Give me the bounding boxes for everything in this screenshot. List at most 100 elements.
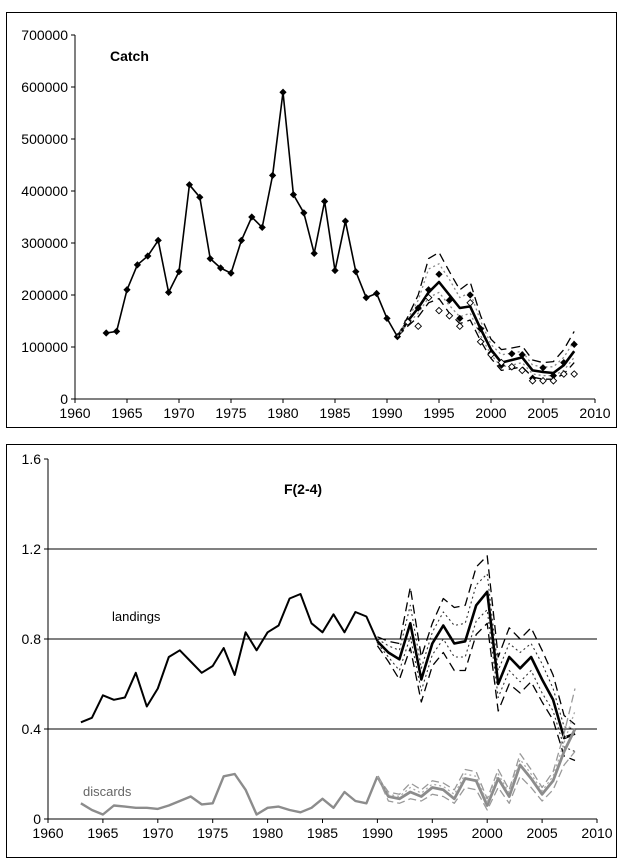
open-diamond-point — [435, 306, 443, 315]
x-tick-label: 1985 — [307, 825, 338, 841]
series-line-dashed-black-upper — [396, 251, 575, 364]
x-tick-label: 1990 — [371, 405, 402, 421]
open-diamond-point — [455, 322, 464, 331]
x-tick-label: 2000 — [472, 825, 503, 841]
series-line-dotted-grey-upper — [396, 263, 575, 368]
y-tick-label: 1.2 — [22, 541, 42, 557]
open-diamond-point — [559, 370, 568, 378]
open-diamond-point — [476, 337, 485, 346]
x-tick-label: 1960 — [59, 405, 90, 421]
filled-diamond-point — [539, 364, 547, 372]
y-tick-label: 600000 — [21, 79, 68, 95]
filled-diamond-point — [237, 236, 246, 245]
x-tick-label: 1980 — [252, 825, 283, 841]
filled-diamond-point — [414, 304, 422, 312]
filled-diamond-point — [372, 289, 381, 298]
filled-diamond-point — [185, 181, 194, 189]
x-tick-label: 2010 — [579, 405, 610, 421]
x-tick-label: 1995 — [417, 825, 448, 841]
open-diamond-point — [518, 366, 527, 375]
series-line-landings — [80, 593, 379, 724]
x-tick-label: 2005 — [527, 405, 558, 421]
filled-diamond-point — [164, 288, 173, 297]
annotation-discards: discards — [83, 784, 132, 799]
series-line-dashed-black-lower — [396, 297, 575, 380]
filled-diamond-point — [268, 171, 277, 180]
x-tick-label: 2000 — [475, 405, 506, 421]
x-tick-label: 1990 — [362, 825, 393, 841]
series-line-dotted-black-upper — [377, 573, 576, 730]
filled-diamond-point — [362, 293, 370, 302]
f-chart-panel: 0 0.4 0.8 1.2 1.6 1960 1965 1970 1975 1980 1985 199… — [6, 444, 617, 858]
series-line-dashed-black-lower — [376, 622, 576, 762]
filled-diamond-point — [227, 269, 235, 277]
open-diamond-point — [403, 318, 412, 326]
series-line-dashed-black-upper — [377, 555, 576, 726]
open-diamond-point — [466, 298, 475, 307]
series-line-solid-grey-thick — [376, 728, 577, 807]
series-line-discards — [80, 772, 379, 816]
x-tick-label: 1980 — [267, 405, 298, 421]
filled-diamond-point — [570, 340, 578, 349]
filled-diamond-point — [289, 191, 298, 199]
filled-diamond-point — [310, 249, 318, 258]
y-tick-label: 0.4 — [22, 721, 42, 737]
x-tick-label: 2010 — [581, 825, 612, 841]
filled-diamond-point — [508, 350, 516, 358]
filled-diamond-point — [341, 217, 350, 225]
annotation-landings: landings — [112, 609, 161, 624]
filled-diamond-point — [196, 193, 204, 201]
x-tick-label: 1970 — [163, 405, 194, 421]
filled-diamond-point — [279, 88, 287, 96]
filled-diamond-point — [435, 270, 443, 278]
filled-diamond-point — [352, 267, 360, 276]
filled-diamond-point — [383, 314, 391, 323]
open-diamond-point — [539, 376, 547, 385]
filled-diamond-point — [300, 209, 308, 217]
filled-diamond-point — [206, 254, 214, 263]
open-diamond-point — [507, 362, 516, 371]
y-tick-label: 400000 — [21, 183, 68, 199]
open-diamond-point — [414, 322, 423, 331]
filled-diamond-point — [320, 197, 329, 206]
filled-diamond-point — [560, 358, 568, 367]
x-tick-label: 1965 — [87, 825, 118, 841]
y-tick-label: 700000 — [21, 27, 68, 43]
filled-diamond-point — [518, 351, 526, 359]
series-line-solid-black-thick — [376, 590, 576, 740]
filled-diamond-point — [248, 213, 256, 221]
y-tick-label: 0 — [33, 811, 41, 827]
y-tick-label: 300000 — [21, 235, 68, 251]
x-tick-label: 2005 — [527, 825, 558, 841]
series-line-solid-black-thick — [396, 280, 576, 375]
open-diamond-point — [445, 311, 454, 320]
x-tick-label: 1995 — [423, 405, 454, 421]
filled-diamond-point — [216, 264, 225, 272]
filled-diamond-point — [133, 261, 142, 269]
filled-diamond-point — [445, 296, 454, 304]
open-diamond-point — [549, 376, 558, 385]
y-tick-label: 1.6 — [22, 451, 42, 467]
y-tick-label: 200000 — [21, 287, 68, 303]
filled-diamond-point — [175, 267, 183, 276]
y-tick-label: 100000 — [21, 339, 68, 355]
series-line-dashed-grey-upper — [376, 688, 576, 800]
filled-diamond-point — [476, 325, 485, 333]
catch-chart-svg: 0 100000 200000 300000 400000 500000 600000 700… — [21, 27, 610, 421]
chart-title: Catch — [110, 48, 149, 64]
x-tick-label: 1985 — [319, 405, 350, 421]
filled-diamond-point — [331, 266, 339, 275]
open-diamond-point — [487, 350, 495, 359]
filled-diamond-point — [102, 329, 110, 337]
x-tick-label: 1965 — [111, 405, 142, 421]
series-line-dotted-grey-mid — [376, 710, 576, 803]
filled-diamond-point — [466, 291, 474, 299]
y-tick-label: 0.8 — [22, 631, 42, 647]
open-diamond-point — [528, 376, 537, 385]
f-chart-svg: 0 0.4 0.8 1.2 1.6 1960 1965 1970 1975 1980 1985 199… — [22, 451, 613, 841]
filled-diamond-point — [144, 252, 152, 260]
catch-chart-panel: 0 100000 200000 300000 400000 500000 600000 700… — [6, 12, 617, 428]
y-tick-label: 500000 — [21, 131, 68, 147]
filled-diamond-point — [424, 286, 433, 294]
open-diamond-point — [424, 293, 433, 302]
